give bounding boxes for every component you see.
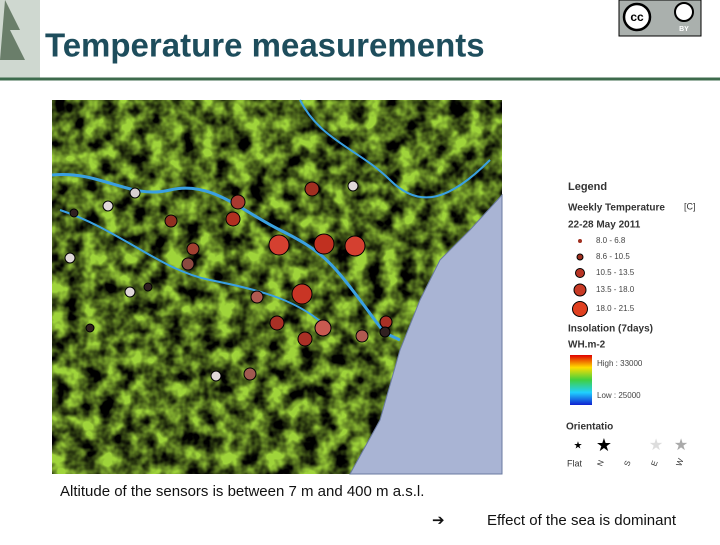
- legend-title: Legend: [568, 181, 607, 193]
- legend-label: 18.0 - 21.5: [596, 304, 635, 313]
- legend-label: Low : 25000: [597, 391, 641, 400]
- star: ★: [649, 437, 663, 454]
- sensor: [379, 315, 393, 329]
- sea: [349, 193, 503, 475]
- sensor: [347, 180, 359, 192]
- sensor: [250, 290, 264, 304]
- river: [59, 209, 331, 331]
- by-text: BY: [679, 26, 689, 33]
- sensor: [186, 242, 200, 256]
- legend-label: Flat: [567, 458, 583, 468]
- sensor: [344, 235, 366, 257]
- legend-label: E: [649, 459, 659, 467]
- legend-heading: Weekly Temperature: [568, 203, 665, 214]
- map: [51, 99, 503, 475]
- by-icon: [674, 2, 694, 22]
- legend-label: 13.5 - 18.0: [596, 285, 635, 294]
- legend-symbol: [575, 268, 585, 278]
- sensor: [297, 331, 313, 347]
- sensor: [314, 319, 332, 337]
- legend-period: 22-28 May 2011: [568, 220, 641, 231]
- sensor: [269, 315, 285, 331]
- sensor: [64, 252, 76, 264]
- sensor: [164, 214, 178, 228]
- legend-symbol: [572, 301, 588, 317]
- arrow: ➔: [432, 512, 445, 529]
- color-ramp: [570, 355, 592, 405]
- cc-icon: [622, 2, 652, 32]
- legend-label: S: [622, 459, 632, 467]
- legend: Legend Weekly Temperature [C] 22-28 May …: [562, 176, 702, 474]
- sensor: [225, 211, 241, 227]
- legend-unit: [C]: [684, 201, 696, 211]
- legend-label: 8.0 - 6.8: [596, 236, 626, 245]
- legend-label: W: [674, 457, 685, 468]
- river: [51, 172, 401, 342]
- sensor: [69, 208, 79, 218]
- sensor: [268, 234, 290, 256]
- legend-label: 8.6 - 10.5: [596, 252, 630, 261]
- legend-symbol: [578, 239, 582, 243]
- legend-label: N: [595, 459, 606, 468]
- sensor: [304, 181, 320, 197]
- legend-unit: WH.m-2: [568, 340, 606, 351]
- legend-label: 10.5 - 13.5: [596, 268, 635, 277]
- sensor: [143, 282, 153, 292]
- river: [299, 99, 491, 199]
- legend-heading: Insolation (7days): [568, 324, 653, 335]
- legend-symbol: [576, 253, 584, 261]
- caption: Altitude of the sensors is between 7 m a…: [60, 483, 424, 500]
- sensor: [355, 329, 369, 343]
- sensor: [379, 326, 391, 338]
- sensor: [230, 194, 246, 210]
- sensors: [64, 180, 393, 382]
- star: ★: [596, 435, 612, 455]
- sensor: [243, 367, 257, 381]
- legend-heading: Orientatio: [566, 422, 613, 433]
- sensor: [129, 187, 141, 199]
- legend-box: [562, 176, 702, 474]
- sensor: [181, 257, 195, 271]
- star: ★: [674, 437, 688, 454]
- sensor: [102, 200, 114, 212]
- sensor: [85, 323, 95, 333]
- sensor: [210, 370, 222, 382]
- cc-text: cc: [630, 10, 644, 24]
- star: ★: [574, 441, 583, 452]
- legend-label: High : 33000: [597, 359, 643, 368]
- sensor: [124, 286, 136, 298]
- legend-symbol: [573, 283, 587, 297]
- conclusion: Effect of the sea is dominant: [487, 512, 677, 529]
- sensor: [313, 233, 335, 255]
- tree: [0, 0, 25, 60]
- title: Temperature measurements: [45, 27, 485, 64]
- sensor: [291, 283, 313, 305]
